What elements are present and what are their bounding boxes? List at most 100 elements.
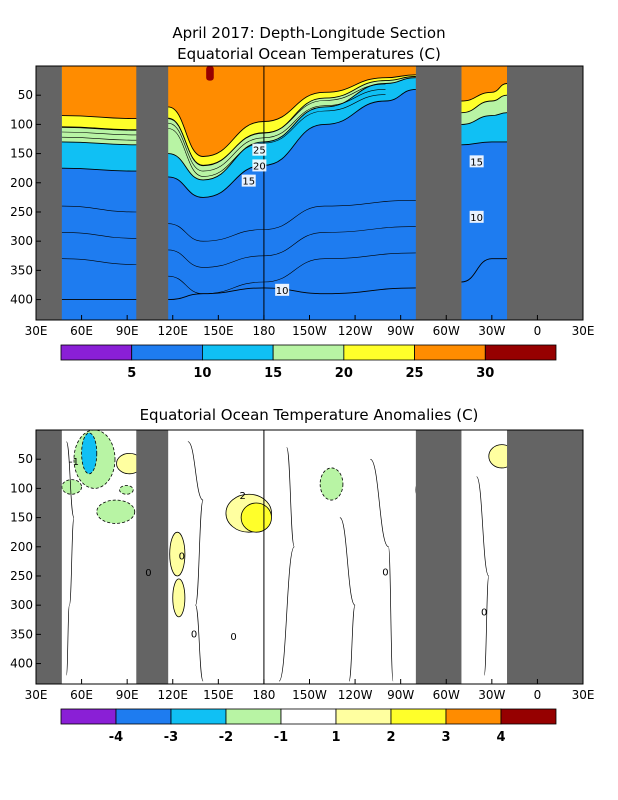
chart1-plot: 25 20 15 15 10 10 30E 60E 90E 120E 150E 180 150W 120W… [10, 65, 595, 338]
colorbar-swatch [131, 344, 203, 361]
anomaly-patch [240, 502, 272, 533]
anomaly-patch [172, 578, 186, 618]
isotherm-20 [461, 94, 508, 114]
zero-contour [476, 476, 490, 676]
colorbar-label: 10 [193, 366, 211, 381]
chart1-subtitle: Equatorial Ocean Temperatures (C) [177, 45, 441, 63]
colorbar-label: 2 [386, 730, 395, 745]
colorbar-swatch [390, 708, 447, 725]
x-tick-label: 120W [338, 688, 373, 702]
contour-label-bg [252, 143, 267, 156]
contour-label: 0 [230, 632, 236, 643]
y-tick-label: 150 [10, 511, 33, 525]
land-mask [136, 66, 169, 320]
colorbar-label: -2 [219, 730, 233, 745]
colorbar-label: 25 [406, 366, 424, 381]
chart2-colorbar: -4 -3 -2 -1 1 2 3 4 [60, 708, 557, 745]
y-tick-label: 250 [10, 205, 33, 219]
x-tick-label: 0 [534, 324, 542, 338]
contour-label: 10 [276, 286, 289, 297]
x-tick-label: 30E [572, 324, 595, 338]
contour-label: 0 [179, 552, 185, 563]
colorbar-swatch [202, 344, 274, 361]
x-tick-label: 150W [292, 324, 327, 338]
y-tick-label: 350 [10, 263, 33, 277]
isotherm-5 [461, 258, 507, 283]
contour-label-bg [241, 174, 256, 187]
zero-contour [369, 458, 394, 682]
contour-label: 20 [253, 161, 266, 172]
colorbar-swatch [60, 708, 117, 725]
anomaly-patch [169, 531, 186, 577]
zero-contour [187, 441, 204, 682]
colorbar-swatch [280, 708, 337, 725]
x-tick-label: 0 [534, 688, 542, 702]
x-tick-label: 30E [25, 324, 48, 338]
contour-label: 0 [145, 568, 151, 579]
land-mask [507, 66, 583, 320]
zero-contour [66, 441, 75, 676]
colorbar-swatch [272, 344, 345, 361]
contour-label-bg [275, 283, 290, 296]
colorbar-swatch [484, 344, 557, 361]
colorbar-label: 1 [331, 730, 340, 745]
x-tick-label: 30W [478, 688, 505, 702]
colorbar-swatch [343, 344, 415, 361]
colorbar-label: -4 [109, 730, 123, 745]
colorbar-label: -1 [274, 730, 288, 745]
x-tick-label: 60E [70, 688, 93, 702]
land-mask [415, 430, 462, 684]
anomaly-patch [81, 432, 98, 475]
anomaly-patch [119, 485, 134, 495]
x-tick-label: 180 [252, 688, 275, 702]
contour-label-bg [252, 159, 267, 172]
colorbar-label: 3 [441, 730, 450, 745]
colorbar-label: -3 [164, 730, 178, 745]
temp-band-25-30 [461, 66, 508, 102]
colorbar-label: 15 [264, 366, 282, 381]
x-tick-label: 120E [158, 688, 189, 702]
contour-label-bg [469, 210, 484, 223]
x-tick-label: 150E [203, 324, 234, 338]
y-tick-label: 200 [10, 540, 33, 554]
anomaly-patch [319, 467, 344, 501]
x-tick-label: 60W [433, 324, 460, 338]
y-tick-label: 300 [10, 598, 33, 612]
contour-label: 10 [470, 213, 483, 224]
land-mask [415, 66, 462, 320]
contour-label: -1 [69, 457, 79, 468]
x-tick-label: 180 [252, 324, 275, 338]
contour-label: 0 [481, 608, 487, 619]
zero-contour [339, 517, 356, 682]
y-tick-label: 400 [10, 657, 33, 671]
chart1-title: April 2017: Depth-Longitude Section [172, 24, 445, 42]
contour-label-bg [469, 155, 484, 168]
contour-label: 0 [191, 629, 197, 640]
colorbar-label: 4 [496, 730, 505, 745]
colorbar-swatch [60, 344, 133, 361]
colorbar-swatch [500, 708, 557, 725]
x-tick-label: 30E [572, 688, 595, 702]
zero-contour [278, 447, 295, 682]
colorbar-label: 5 [127, 366, 136, 381]
y-tick-label: 150 [10, 147, 33, 161]
x-tick-label: 30E [25, 688, 48, 702]
x-tick-label: 60E [70, 324, 93, 338]
colorbar-swatch [225, 708, 282, 725]
x-tick-label: 150W [292, 688, 327, 702]
chart1-colorbar: 5 10 15 20 25 30 [60, 344, 557, 381]
contour-label: 15 [470, 157, 483, 168]
x-tick-label: 60W [433, 688, 460, 702]
y-tick-label: 400 [10, 293, 33, 307]
colorbar-label: 20 [335, 366, 353, 381]
warm-core-30 [206, 66, 214, 81]
anomaly-patch [61, 479, 82, 495]
y-tick-label: 250 [10, 569, 33, 583]
y-tick-label: 100 [10, 117, 33, 131]
colorbar-swatch [335, 708, 392, 725]
colorbar-swatch [115, 708, 172, 725]
land-mask [136, 430, 169, 684]
y-tick-label: 50 [18, 452, 33, 466]
